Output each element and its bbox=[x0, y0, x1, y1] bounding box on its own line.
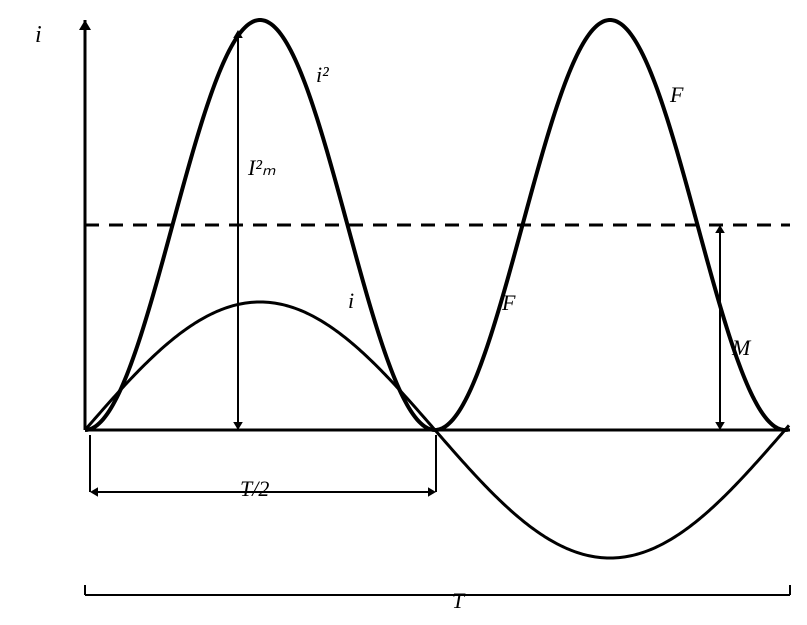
t-half-label: T/2 bbox=[240, 476, 269, 502]
curve-i2-label: i² bbox=[316, 62, 329, 88]
im2-label: I²ₘ bbox=[248, 155, 276, 181]
f2-label: F bbox=[670, 82, 683, 108]
t-label: T bbox=[452, 588, 464, 614]
plot-svg bbox=[0, 0, 807, 625]
diagram-canvas: i i² F I²ₘ i F M T/2 T bbox=[0, 0, 807, 625]
curve-i-label: i bbox=[348, 288, 354, 314]
y-axis-label: i bbox=[35, 22, 42, 49]
m-label: M bbox=[732, 335, 750, 361]
f-label: F bbox=[502, 290, 515, 316]
